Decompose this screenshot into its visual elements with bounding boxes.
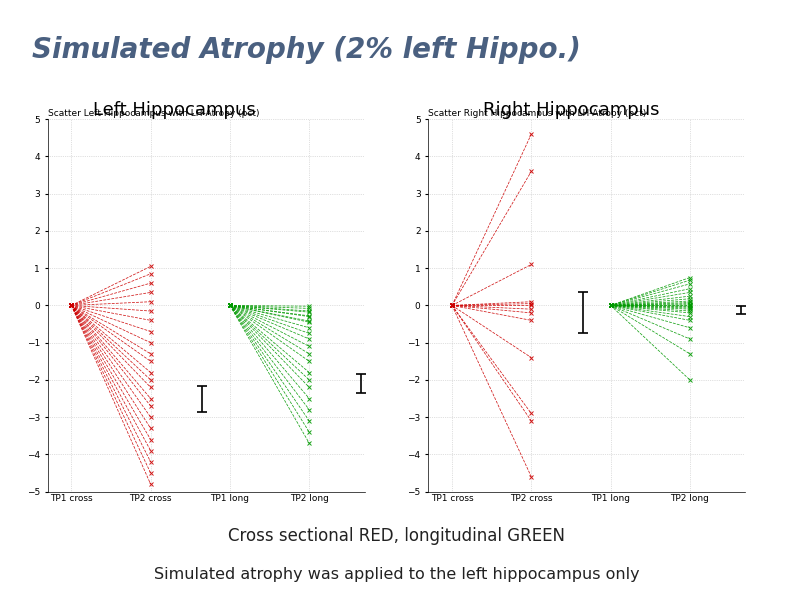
Text: Simulated Atrophy (2% left Hippo.): Simulated Atrophy (2% left Hippo.) (32, 36, 580, 64)
Text: Right Hippocampus: Right Hippocampus (483, 101, 659, 119)
Text: Scatter Left Hippocampus with LH-Atropy (pct): Scatter Left Hippocampus with LH-Atropy … (48, 110, 259, 119)
Text: Simulated atrophy was applied to the left hippocampus only: Simulated atrophy was applied to the lef… (154, 567, 639, 582)
Text: Scatter Right Hippocampus with LH-Atropy (pct): Scatter Right Hippocampus with LH-Atropy… (428, 110, 646, 119)
Text: Left Hippocampus: Left Hippocampus (93, 101, 256, 119)
Text: Cross sectional RED, longitudinal GREEN: Cross sectional RED, longitudinal GREEN (228, 526, 565, 545)
